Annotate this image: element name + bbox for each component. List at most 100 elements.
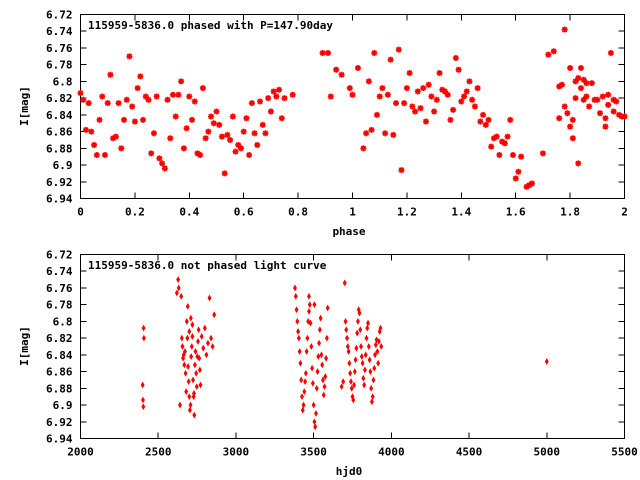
data-point [580, 96, 587, 103]
x-axis-label: hjd0 [336, 465, 363, 478]
data-point [221, 170, 228, 177]
data-point [183, 369, 188, 377]
data-point [371, 49, 378, 56]
data-point [305, 334, 310, 342]
data-point [583, 80, 590, 87]
data-point [293, 292, 298, 300]
data-point [206, 339, 210, 347]
data-point [316, 353, 321, 360]
data-point [178, 401, 182, 409]
data-point [161, 165, 168, 172]
data-point [345, 343, 350, 350]
data-point [123, 96, 130, 103]
data-point [414, 88, 421, 95]
data-point [156, 155, 163, 162]
data-point [428, 93, 435, 100]
data-point [312, 418, 317, 426]
data-point [246, 152, 253, 159]
data-point [176, 276, 181, 283]
data-point [315, 368, 320, 375]
data-point [186, 378, 191, 386]
data-point [368, 126, 375, 133]
data-point [597, 110, 604, 117]
data-point [207, 294, 212, 302]
data-point [501, 140, 508, 147]
x-tick-label: 0.2 [125, 206, 145, 219]
data-point [85, 100, 92, 107]
data-point [594, 96, 601, 103]
data-point [289, 91, 296, 98]
data-point [93, 152, 100, 159]
data-point [198, 381, 203, 389]
x-tick-label: 1.6 [506, 206, 526, 219]
data-point [556, 115, 563, 122]
data-point [300, 406, 305, 414]
y-tick-label: 6.72 [46, 249, 73, 262]
data-point [564, 110, 571, 117]
y-tick-label: 6.76 [46, 282, 73, 295]
y-tick-label: 6.94 [46, 433, 73, 446]
data-point [80, 96, 87, 103]
data-point [314, 384, 319, 392]
data-point [504, 133, 511, 140]
data-point [469, 96, 476, 103]
data-point [365, 78, 372, 85]
data-point [349, 91, 356, 98]
data-point [433, 96, 440, 103]
data-point [179, 334, 184, 342]
y-tick-label: 6.82 [46, 332, 73, 345]
data-point [480, 111, 487, 118]
data-point [366, 343, 371, 350]
data-point [276, 86, 283, 93]
data-point [196, 338, 200, 345]
data-point [235, 141, 242, 148]
data-point [398, 167, 405, 174]
data-point [349, 384, 354, 392]
data-point [346, 348, 351, 355]
data-point [150, 130, 157, 137]
data-point [436, 70, 443, 77]
data-point [320, 361, 325, 369]
data-point [88, 128, 95, 135]
data-point [205, 128, 212, 135]
data-point [210, 120, 217, 127]
data-point [482, 121, 489, 128]
data-point [187, 328, 192, 335]
data-point [121, 116, 128, 123]
data-point [362, 381, 367, 389]
data-point [347, 359, 352, 367]
data-points [77, 26, 628, 190]
data-point [300, 393, 304, 401]
data-point [126, 53, 133, 60]
data-point [550, 48, 557, 55]
data-point [293, 284, 297, 292]
data-point [539, 150, 546, 157]
data-point [367, 356, 372, 364]
data-point [422, 118, 429, 125]
data-point [319, 49, 326, 56]
data-point [375, 348, 380, 355]
data-point [376, 359, 381, 367]
data-point [184, 388, 189, 396]
data-point [346, 85, 353, 92]
data-point [572, 78, 579, 85]
data-point [369, 384, 374, 392]
data-point [202, 135, 209, 142]
data-point [192, 361, 197, 369]
data-point [197, 354, 202, 362]
data-point [237, 145, 244, 152]
data-point [199, 85, 206, 92]
x-tick-label: 1.4 [451, 206, 471, 219]
data-point [373, 111, 380, 118]
y-tick-labels: 6.72 6.74 6.76 6.78 6.8 6.82 6.84 6.86 6.88 6.9 6.… [46, 9, 73, 206]
data-point [373, 341, 378, 349]
data-point [306, 318, 311, 325]
data-point [172, 113, 179, 120]
data-point [140, 116, 147, 123]
data-point [360, 359, 365, 367]
data-point [458, 98, 465, 105]
data-point [141, 396, 145, 404]
data-point [474, 85, 481, 92]
x-tick-label: 0.8 [288, 206, 308, 219]
